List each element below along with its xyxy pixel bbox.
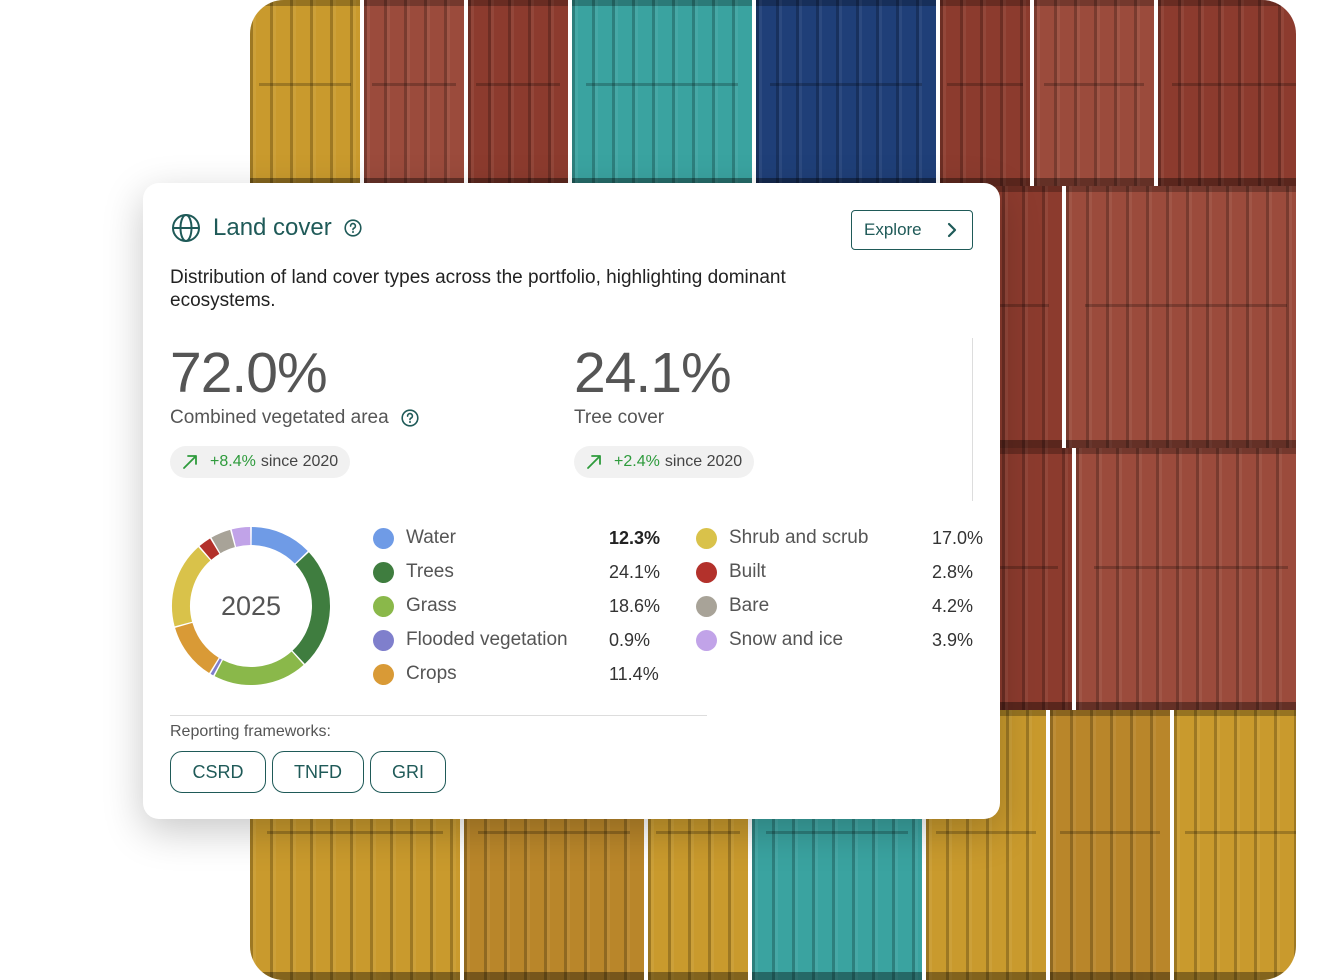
legend-item: Shrub and scrub bbox=[696, 526, 868, 550]
land-cover-donut-chart bbox=[172, 527, 330, 685]
legend-label: Snow and ice bbox=[729, 629, 844, 650]
metric-vegetated-area: 72.0% Combined vegetated area bbox=[170, 341, 419, 429]
container bbox=[756, 0, 936, 186]
donut-slice-bare bbox=[211, 529, 236, 554]
trend-up-arrow-icon bbox=[587, 455, 601, 469]
legend-swatch bbox=[373, 561, 394, 583]
legend-label: Trees bbox=[406, 561, 454, 582]
metric-label: Tree cover bbox=[574, 407, 731, 429]
metrics-divider bbox=[972, 338, 973, 501]
metric-label-text: Tree cover bbox=[574, 407, 665, 428]
legend-label: Grass bbox=[406, 595, 457, 616]
help-icon[interactable] bbox=[401, 409, 419, 427]
container bbox=[1174, 710, 1296, 980]
legend-value: 18.6% bbox=[609, 596, 661, 616]
metric-value: 72.0% bbox=[170, 341, 328, 405]
legend-item: Trees bbox=[373, 560, 454, 584]
donut-slice-flooded-vegetation bbox=[210, 658, 222, 676]
framework-tag-gri[interactable]: GRI bbox=[370, 751, 446, 793]
change-period: since 2020 bbox=[664, 453, 743, 470]
legend-label: Flooded vegetation bbox=[406, 629, 568, 650]
donut-slice-grass bbox=[214, 651, 304, 685]
container bbox=[250, 0, 360, 186]
legend-value: 2.8% bbox=[932, 562, 974, 582]
legend-value: 3.9% bbox=[932, 630, 974, 650]
legend-item: Flooded vegetation bbox=[373, 628, 568, 652]
globe-icon bbox=[172, 214, 200, 242]
metric-value: 24.1% bbox=[574, 341, 732, 405]
legend-swatch bbox=[696, 561, 717, 583]
container bbox=[1076, 448, 1296, 710]
card-description: Distribution of land cover types across … bbox=[170, 267, 786, 311]
legend-swatch bbox=[373, 663, 394, 685]
reporting-frameworks-label: Reporting frameworks: bbox=[170, 723, 331, 740]
donut-slice-trees bbox=[292, 552, 330, 664]
legend-swatch bbox=[373, 629, 394, 651]
legend-value: 17.0% bbox=[932, 528, 984, 548]
legend-item: Water bbox=[373, 526, 456, 550]
card-header: Land cover bbox=[171, 213, 362, 243]
change-badge: +2.4% since 2020 bbox=[574, 446, 755, 478]
container bbox=[1158, 0, 1296, 186]
donut-center-year: 2025 bbox=[220, 590, 282, 621]
change-value: +8.4% bbox=[210, 453, 256, 470]
metric-label-text: Combined vegetated area bbox=[170, 407, 389, 428]
container bbox=[1050, 710, 1170, 980]
land-cover-card: Land cover Explore Distribution of land … bbox=[143, 183, 1000, 819]
donut-slice-built bbox=[199, 538, 220, 560]
legend-item: Bare bbox=[696, 594, 769, 618]
donut-slice-water bbox=[251, 527, 308, 564]
container bbox=[940, 0, 1030, 186]
container bbox=[1034, 0, 1154, 186]
legend-label: Water bbox=[406, 527, 456, 548]
legend-value: 12.3% bbox=[609, 528, 661, 548]
explore-button[interactable]: Explore bbox=[851, 210, 973, 250]
legend-item: Snow and ice bbox=[696, 628, 843, 652]
trend-up-arrow-icon bbox=[183, 455, 197, 469]
donut-slice-shrub-and-scrub bbox=[172, 547, 211, 627]
legend-value: 24.1% bbox=[609, 562, 661, 582]
donut-slice-snow-and-ice bbox=[231, 527, 251, 547]
legend-value: 4.2% bbox=[932, 596, 974, 616]
donut-slice-crops bbox=[175, 622, 219, 674]
legend-value: 0.9% bbox=[609, 630, 651, 650]
legend-item: Built bbox=[696, 560, 766, 584]
container-row bbox=[250, 0, 1296, 186]
legend-swatch bbox=[696, 595, 717, 617]
legend-swatch bbox=[373, 595, 394, 617]
framework-tag-csrd[interactable]: CSRD bbox=[170, 751, 266, 793]
metric-label: Combined vegetated area bbox=[170, 407, 419, 429]
legend-label: Bare bbox=[729, 595, 770, 616]
container bbox=[572, 0, 752, 186]
change-value: +2.4% bbox=[614, 453, 660, 470]
legend-item: Crops bbox=[373, 662, 457, 686]
card-title: Land cover bbox=[213, 214, 332, 241]
legend-swatch bbox=[696, 629, 717, 651]
container bbox=[468, 0, 568, 186]
legend-value: 11.4% bbox=[609, 664, 659, 684]
change-period: since 2020 bbox=[260, 453, 339, 470]
chevron-right-icon bbox=[947, 222, 957, 238]
explore-button-label: Explore bbox=[864, 220, 922, 239]
container bbox=[1066, 186, 1296, 448]
legend-label: Shrub and scrub bbox=[729, 527, 869, 548]
legend-swatch bbox=[373, 527, 394, 549]
framework-tag-tnfd[interactable]: TNFD bbox=[272, 751, 364, 793]
divider bbox=[170, 715, 707, 716]
legend-swatch bbox=[696, 527, 717, 549]
legend-item: Grass bbox=[373, 594, 457, 618]
help-icon[interactable] bbox=[344, 219, 362, 237]
change-badge: +8.4% since 2020 bbox=[170, 446, 351, 478]
legend-label: Crops bbox=[406, 663, 457, 684]
container bbox=[364, 0, 464, 186]
legend-label: Built bbox=[729, 561, 766, 582]
metric-tree-cover: 24.1% Tree cover bbox=[574, 341, 732, 429]
